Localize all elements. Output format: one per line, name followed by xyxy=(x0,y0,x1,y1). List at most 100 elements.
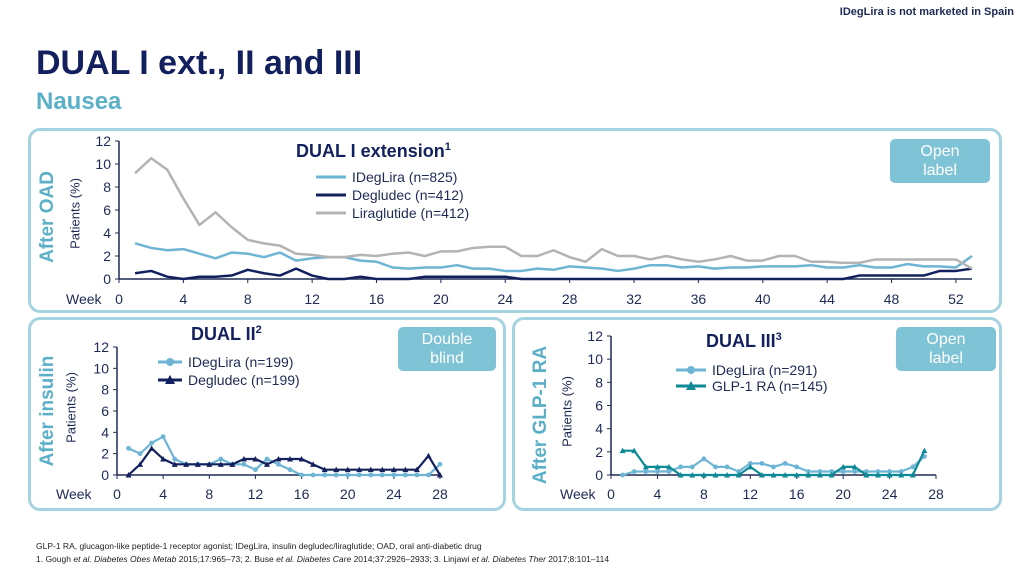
dual3-data-point xyxy=(851,463,858,470)
dual3-y-tick-label: 6 xyxy=(595,398,603,414)
dual3-data-point xyxy=(724,464,730,470)
dual1-y-tick-label: 12 xyxy=(95,133,111,149)
dual2-data-point xyxy=(264,456,270,462)
dual3-side-label: After GLP-1 RA xyxy=(530,345,551,485)
dual2-data-point xyxy=(137,461,144,467)
dual2-data-point xyxy=(368,472,374,478)
dual2-badge: Double blind xyxy=(398,327,496,371)
dual2-data-point xyxy=(322,472,328,478)
dual1-badge: Open label xyxy=(890,139,990,183)
dual2-legend-label: Degludec (n=199) xyxy=(188,372,300,388)
dual1-legend-label: IDegLira (n=825) xyxy=(352,169,457,185)
dual2-x-tick-label: 0 xyxy=(113,486,121,502)
dual3-y-tick-label: 4 xyxy=(595,421,603,437)
dual3-data-point xyxy=(619,447,626,454)
dual3-data-point xyxy=(817,469,823,474)
dual1-x-tick-label: 52 xyxy=(948,291,964,307)
dual2-y-tick-label: 2 xyxy=(101,446,109,462)
dual3-data-point xyxy=(689,472,696,478)
dual2-series-line xyxy=(128,435,441,477)
dual3-data-point xyxy=(852,469,858,474)
dual2-data-point xyxy=(344,466,351,473)
dual3-data-point xyxy=(747,461,753,466)
dual2-data-point xyxy=(310,472,316,478)
dual3-x-tick-label: 16 xyxy=(789,486,805,502)
dual2-data-point xyxy=(252,456,259,462)
dual1-legend-label: Degludec (n=412) xyxy=(352,187,464,203)
dual2-x-tick-label: 24 xyxy=(386,486,402,502)
dual2-data-point xyxy=(402,472,408,478)
dual3-data-point xyxy=(921,447,928,454)
dual2-data-point xyxy=(437,461,443,467)
dual3-ylabel: Patients (%) xyxy=(559,376,575,447)
dual2-x-tick-label: 28 xyxy=(432,486,448,502)
dual1-x-axis-label: Week xyxy=(66,291,103,307)
dual3-x-tick-label: 8 xyxy=(700,486,708,502)
dual2-x-tick-label: 8 xyxy=(205,486,213,502)
dual3-x-tick-label: 0 xyxy=(607,486,615,502)
dual1-y-tick-label: 4 xyxy=(103,225,111,241)
dual3-y-tick-label: 2 xyxy=(595,444,603,460)
dual3-legend-label: IDegLira (n=291) xyxy=(712,362,817,378)
dual2-x-tick-label: 4 xyxy=(159,486,167,502)
dual2-data-point xyxy=(137,451,143,457)
dual3-y-tick-label: 8 xyxy=(595,374,603,390)
dual2-data-point xyxy=(333,466,340,473)
dual2-x-tick-label: 20 xyxy=(340,486,356,502)
dual2-data-point xyxy=(298,456,305,462)
dual3-data-point xyxy=(828,472,835,478)
dual2-data-point xyxy=(391,472,397,478)
market-disclaimer: IDegLira is not marketed in Spain xyxy=(839,6,1014,18)
dual2-data-point xyxy=(241,461,247,467)
dual2-data-point xyxy=(229,461,236,467)
dual2-chart-title: DUAL II2 xyxy=(191,324,262,344)
dual2-data-point xyxy=(172,456,178,462)
dual2-panel xyxy=(28,317,506,511)
dual2-data-point xyxy=(367,466,374,473)
dual3-data-point xyxy=(898,469,904,474)
dual3-y-tick-label: 10 xyxy=(587,351,603,367)
dual3-badge: Open label xyxy=(896,327,996,371)
dual3-legend-marker xyxy=(686,381,696,390)
dual3-x-tick-label: 20 xyxy=(835,486,851,502)
dual2-data-point xyxy=(356,472,362,478)
dual2-ylabel: Patients (%) xyxy=(63,372,79,443)
dual3-y-tick-label: 0 xyxy=(595,467,603,483)
dual2-data-point xyxy=(321,466,328,473)
dual1-badge-line1: Open xyxy=(920,143,960,160)
dual3-data-point xyxy=(747,463,754,470)
dual2-data-point xyxy=(287,467,293,473)
dual2-y-tick-label: 6 xyxy=(101,403,109,419)
dual2-data-point xyxy=(345,472,351,478)
dual2-y-tick-label: 8 xyxy=(101,382,109,398)
dual3-data-point xyxy=(631,469,637,474)
dual3-data-point xyxy=(655,469,660,474)
dual3-badge-line1: Open xyxy=(926,331,966,348)
dual3-x-tick-label: 4 xyxy=(654,486,662,502)
dual1-y-tick-label: 2 xyxy=(103,248,111,264)
dual2-data-point xyxy=(299,472,304,478)
footnote-abbreviations: GLP-1 RA, glucagon-like peptide-1 recept… xyxy=(36,541,482,551)
dual2-data-point xyxy=(425,452,432,459)
dual2-x-tick-label: 12 xyxy=(248,486,264,502)
ref-part: 1. Gough xyxy=(36,554,74,564)
dual3-data-point xyxy=(700,472,707,478)
dual2-y-tick-label: 12 xyxy=(93,339,109,355)
dual1-x-tick-label: 12 xyxy=(304,291,320,307)
dual2-data-point xyxy=(437,472,443,478)
dual1-x-tick-label: 0 xyxy=(115,291,123,307)
dual3-data-point xyxy=(677,472,684,478)
dual3-data-point xyxy=(771,464,776,470)
dual2-data-point xyxy=(218,456,224,462)
dual1-x-tick-label: 24 xyxy=(497,291,513,307)
dual3-data-point xyxy=(654,463,661,470)
dual3-data-point xyxy=(829,469,834,474)
dual3-data-point xyxy=(631,447,638,454)
dual3-data-point xyxy=(863,469,869,474)
dual1-x-tick-label: 40 xyxy=(755,291,771,307)
dual3-legend-marker xyxy=(687,366,695,374)
dual2-data-point xyxy=(194,461,201,467)
dual3-y-tick-label: 12 xyxy=(587,328,603,344)
dual1-panel xyxy=(28,128,1002,313)
dual3-data-point xyxy=(735,472,742,478)
